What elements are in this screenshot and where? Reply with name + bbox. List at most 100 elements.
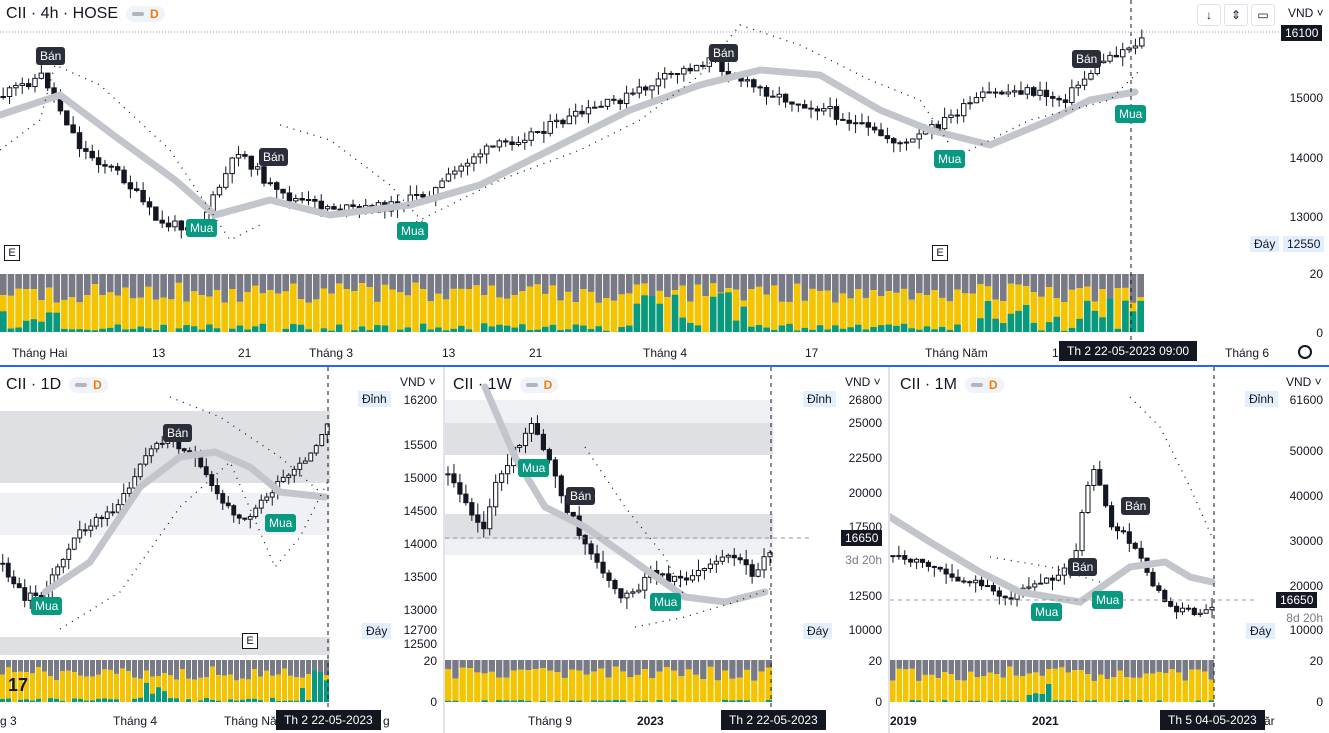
- osc-gray-bar: [679, 274, 686, 286]
- osc-yellow-bar: [519, 291, 526, 332]
- candle: [0, 95, 6, 98]
- daily-chart-pane[interactable]: CII · 1D D VND ˅ Đỉnh 16200 15500 15000 …: [0, 367, 443, 733]
- candle: [248, 155, 254, 170]
- dotted-stop-line: [409, 24, 951, 226]
- price-tick: 12500: [848, 589, 882, 603]
- price-tick: 15000: [403, 471, 437, 485]
- candle: [6, 87, 13, 97]
- candle: [980, 91, 986, 99]
- osc-green-bar: [809, 329, 816, 332]
- earnings-marker[interactable]: E: [242, 633, 258, 649]
- currency-selector[interactable]: VND ˅: [1286, 375, 1322, 389]
- osc-gray-bar: [114, 660, 119, 674]
- osc-yellow-bar: [1124, 677, 1130, 702]
- osc-gray-bar: [1045, 274, 1053, 287]
- daily-chart-canvas[interactable]: [0, 367, 443, 733]
- collapse-icon[interactable]: ⇕: [1224, 4, 1248, 26]
- osc-green-bar: [900, 323, 908, 332]
- currency-selector[interactable]: VND ˅: [1288, 6, 1324, 20]
- osc-gray-bar: [36, 660, 41, 668]
- candle: [943, 568, 949, 575]
- pane-separator[interactable]: [443, 367, 445, 733]
- buy-signal: Mua: [265, 514, 297, 532]
- weekly-chart-pane[interactable]: CII · 1W D VND ˅ Đỉnh 26800 25000 22500 …: [445, 367, 888, 733]
- osc-yellow-bar: [1030, 292, 1038, 332]
- candle: [235, 154, 242, 159]
- gear-icon[interactable]: [1298, 345, 1312, 359]
- osc-green-bar: [229, 328, 236, 332]
- osc-green-bar: [526, 330, 534, 332]
- osc-yellow-bar: [452, 678, 459, 702]
- candle: [493, 481, 499, 508]
- osc-green-bar: [893, 325, 900, 332]
- osc-green-bar: [595, 326, 603, 332]
- osc-yellow-bar: [870, 290, 877, 332]
- osc-green-bar: [549, 324, 557, 332]
- osc-yellow-bar: [598, 668, 605, 702]
- osc-yellow-bar: [634, 674, 641, 702]
- osc-green-bar: [320, 328, 328, 332]
- candle: [618, 588, 624, 599]
- osc-yellow-bar: [1182, 680, 1188, 702]
- osc-gray-bar: [48, 660, 53, 677]
- osc-gray-bar: [264, 660, 269, 671]
- osc-yellow-bar: [816, 290, 824, 332]
- main-chart-canvas[interactable]: [0, 0, 1329, 365]
- monthly-visibility-toggle[interactable]: D: [964, 377, 1004, 393]
- candle: [93, 516, 99, 527]
- osc-gray-bar: [1129, 274, 1137, 303]
- currency-selector[interactable]: VND ˅: [400, 375, 436, 389]
- candle: [126, 487, 132, 494]
- earnings-marker[interactable]: E: [4, 245, 20, 261]
- candle: [827, 106, 833, 110]
- osc-gray-bar: [896, 660, 902, 669]
- osc-gray-bar: [649, 660, 656, 679]
- osc-yellow-bar: [389, 289, 396, 332]
- osc-green-bar: [717, 293, 725, 332]
- weekly-chart-canvas[interactable]: [445, 367, 888, 733]
- earnings-marker[interactable]: E: [932, 245, 948, 261]
- osc-yellow-bar: [404, 295, 412, 332]
- osc-green-bar: [824, 329, 832, 332]
- candle: [108, 165, 115, 168]
- pane-separator[interactable]: [0, 365, 1329, 367]
- osc-yellow-bar: [351, 291, 358, 332]
- candle: [891, 138, 897, 144]
- osc-green-bar: [78, 698, 83, 702]
- maximize-icon[interactable]: ▭: [1251, 4, 1275, 26]
- osc-yellow-bar: [244, 291, 251, 332]
- osc-yellow-bar: [1195, 669, 1201, 702]
- candle: [445, 173, 452, 182]
- candle: [1179, 607, 1186, 613]
- arrow-down-icon[interactable]: ↓: [1197, 4, 1221, 26]
- daily-visibility-toggle[interactable]: D: [69, 377, 108, 393]
- weekly-visibility-toggle[interactable]: D: [519, 377, 559, 393]
- candle: [1055, 574, 1061, 581]
- price-tick: 13000: [403, 603, 437, 617]
- osc-yellow-bar: [48, 676, 53, 702]
- monthly-chart-canvas[interactable]: [890, 367, 1329, 733]
- currency-selector[interactable]: VND ˅: [845, 375, 881, 389]
- pane-separator[interactable]: [888, 367, 890, 733]
- tradingview-logo[interactable]: 17: [8, 675, 29, 695]
- osc-yellow-bar: [488, 671, 496, 702]
- price-tick: 25000: [848, 416, 882, 430]
- osc-gray-bar: [1059, 660, 1065, 668]
- osc-yellow-bar: [459, 667, 466, 702]
- candle: [931, 565, 937, 568]
- osc-yellow-bar: [270, 675, 275, 702]
- osc-yellow-bar: [1099, 289, 1106, 332]
- osc-gray-bar: [1124, 660, 1130, 678]
- candle: [916, 133, 922, 140]
- monthly-chart-pane[interactable]: CII · 1M D VND ˅ Đỉnh 61600 50000 40000 …: [890, 367, 1329, 733]
- osc-green-bar: [68, 329, 76, 332]
- candle: [297, 462, 303, 470]
- main-chart-pane[interactable]: CII · 4h · HOSE D ↓ ⇕ ▭ VND ˅ 16100 1500…: [0, 0, 1329, 365]
- candle: [808, 107, 814, 110]
- osc-gray-bar: [793, 274, 801, 284]
- buy-signal: Mua: [650, 593, 682, 611]
- candle: [871, 126, 878, 131]
- time-label: Tháng 4: [113, 714, 158, 728]
- countdown-label: 8d 20h: [1286, 611, 1323, 625]
- main-visibility-toggle[interactable]: D: [126, 6, 165, 22]
